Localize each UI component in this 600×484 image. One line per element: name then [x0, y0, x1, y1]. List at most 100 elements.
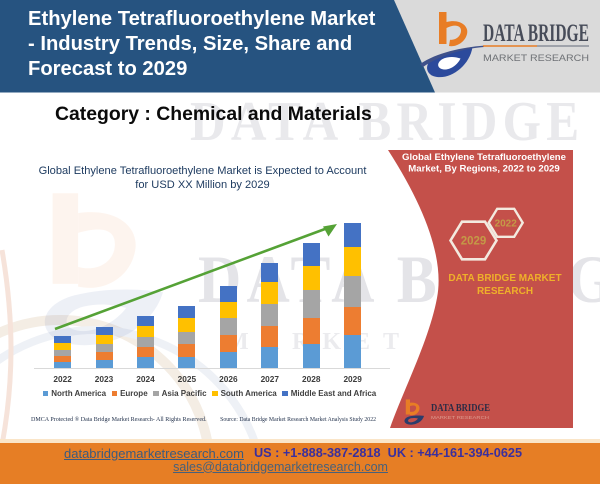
- banner-title-line2: - Industry Trends, Size, Share and: [28, 33, 353, 56]
- legend-label: North America: [51, 389, 107, 398]
- bar-segment-2024-middle-east-and-africa: [136, 316, 154, 326]
- legend-swatch: [212, 390, 218, 397]
- bar-segment-2023-asia-pacific: [95, 344, 113, 352]
- bar-segment-2026-south-america: [219, 301, 237, 318]
- panel-brand-line2: RESEARCH: [477, 286, 533, 297]
- bar-segment-2026-asia-pacific: [219, 318, 237, 335]
- header-logo-glyph: [420, 12, 484, 78]
- top-banner-shape: DATA BRIDGE MARKET RESEARCH: [0, 0, 600, 93]
- bar-segment-2022-south-america: [54, 343, 72, 350]
- bar-segment-2026-europe: [219, 335, 237, 352]
- banner-title: Ethylene Tetrafluoroethylene Market - In…: [28, 7, 403, 82]
- legend-label: Europe: [120, 389, 148, 398]
- footer-website-link[interactable]: databridgemarketresearch.com: [64, 445, 244, 461]
- x-axis-label-2023: 2023: [94, 373, 114, 384]
- bar-segment-2027-south-america: [261, 282, 279, 304]
- panel-title-line1: Global Ethylene Tetrafluoroethylene: [402, 152, 566, 163]
- legend-item-south-america: South America: [212, 389, 277, 398]
- hexagon-2029: 2029: [448, 220, 499, 261]
- legend-item-asia-pacific: Asia Pacific: [153, 389, 207, 398]
- bar-segment-2022-middle-east-and-africa: [54, 336, 72, 343]
- bar-segment-2029-south-america: [344, 247, 362, 276]
- category-label: Category : Chemical and Materials: [55, 102, 372, 125]
- panel-logo-glyph: [404, 399, 425, 425]
- panel-title-line2: Market, By Regions, 2022 to 2029: [408, 164, 559, 175]
- source-footnote: Source: Data Bridge Market Research Mark…: [220, 417, 376, 423]
- x-axis-label-2026: 2026: [219, 373, 238, 384]
- dmca-footnote: DMCA Protected ® Data Bridge Market Rese…: [31, 417, 207, 423]
- x-axis-label-2022: 2022: [53, 373, 72, 384]
- x-axis-label-2027: 2027: [260, 373, 280, 384]
- bar-segment-2028-asia-pacific: [302, 290, 320, 318]
- banner-title-line3: Forecast to 2029: [28, 58, 188, 81]
- x-axis-label-2029: 2029: [343, 373, 362, 384]
- bar-segment-2028-middle-east-and-africa: [302, 243, 320, 266]
- hexagon-2022-outline: [487, 207, 525, 239]
- bar-segment-2022-asia-pacific: [54, 350, 72, 356]
- x-axis-label-2025: 2025: [177, 373, 197, 384]
- hexagon-2022-label: 2022: [495, 218, 518, 229]
- legend-swatch: [42, 390, 49, 397]
- footer-phone-numbers: US : +1-888-387-2818 UK : +44-161-394-06…: [254, 445, 523, 460]
- legend-item-north-america: North America: [42, 389, 107, 398]
- panel-logo-subtitle: MARKET RESEARCH: [431, 415, 489, 420]
- regions-panel-shape: [388, 150, 573, 428]
- header-logo-brand-text: DATA BRIDGE: [483, 20, 589, 47]
- bar-segment-2027-europe: [261, 326, 279, 347]
- bar-segment-2027-middle-east-and-africa: [261, 263, 279, 282]
- watermark-logo: [44, 193, 164, 346]
- bar-segment-2029-asia-pacific: [344, 276, 362, 307]
- watermark-text-top: DATA BRIDGE: [190, 91, 585, 153]
- panel-brand-line1: DATA BRIDGE MARKET: [448, 273, 561, 284]
- bar-segment-2027-north-america: [261, 347, 279, 368]
- x-axis-line: [34, 368, 390, 369]
- bar-segment-2024-europe: [136, 347, 154, 357]
- x-axis-label-2028: 2028: [302, 373, 321, 384]
- footer-email-link[interactable]: sales@databridgemarketresearch.com: [173, 459, 388, 474]
- bar-segment-2026-middle-east-and-africa: [219, 286, 237, 302]
- bar-segment-2025-south-america: [178, 318, 196, 332]
- chart-title-line1: Global Ethylene Tetrafluoroethylene Mark…: [38, 165, 367, 177]
- bar-segment-2023-europe: [95, 352, 113, 360]
- bar-segment-2024-south-america: [136, 326, 154, 337]
- bar-segment-2024-asia-pacific: [136, 337, 154, 347]
- legend-swatch: [282, 390, 288, 397]
- legend-swatch: [111, 390, 118, 397]
- header-logo-subtitle: MARKET RESEARCH: [483, 53, 589, 63]
- bar-segment-2026-north-america: [219, 351, 237, 368]
- hexagon-2029-label: 2029: [461, 236, 487, 248]
- bar-segment-2028-south-america: [302, 266, 320, 290]
- chart-title: Global Ethylene Tetrafluoroethylene Mark…: [30, 164, 375, 192]
- bar-segment-2025-north-america: [178, 357, 196, 368]
- bar-segment-2025-asia-pacific: [178, 331, 196, 344]
- legend-swatch: [153, 390, 159, 397]
- bar-segment-2024-north-america: [136, 357, 154, 368]
- bar-segment-2028-europe: [302, 318, 320, 344]
- legend-item-middle-east-and-africa: Middle East and Africa: [282, 389, 376, 398]
- bar-segment-2025-middle-east-and-africa: [178, 306, 196, 318]
- bar-segment-2028-north-america: [302, 344, 320, 368]
- legend-label: South America: [220, 389, 277, 398]
- panel-logo-brand-text: DATA BRIDGE: [431, 403, 490, 414]
- bar-segment-2025-europe: [178, 343, 196, 357]
- footer-bar: databridgemarketresearch.com US : +1-888…: [0, 439, 600, 484]
- bar-segment-2022-europe: [54, 356, 72, 362]
- bar-segment-2023-south-america: [95, 335, 113, 344]
- bar-segment-2023-middle-east-and-africa: [95, 327, 113, 335]
- chart-legend: North America Europe Asia Pacific South Ame…: [0, 389, 419, 398]
- trend-arrow-head: [323, 224, 337, 237]
- bar-segment-2029-middle-east-and-africa: [344, 223, 362, 247]
- regions-panel: Global Ethylene Tetrafluoroethylene Mark…: [388, 150, 573, 428]
- bar-segment-2029-north-america: [344, 335, 362, 368]
- bar-segment-2023-north-america: [95, 360, 113, 368]
- banner-polygon: [0, 0, 435, 93]
- bar-segment-2027-asia-pacific: [261, 304, 279, 326]
- legend-item-europe: Europe: [111, 389, 148, 398]
- legend-label: Asia Pacific: [161, 389, 207, 398]
- trend-arrow-line: [54, 226, 330, 331]
- x-axis-label-2024: 2024: [136, 373, 155, 384]
- bar-segment-2022-north-america: [54, 362, 72, 368]
- bar-segment-2029-europe: [344, 307, 362, 335]
- hexagon-2022: 2022: [487, 207, 525, 239]
